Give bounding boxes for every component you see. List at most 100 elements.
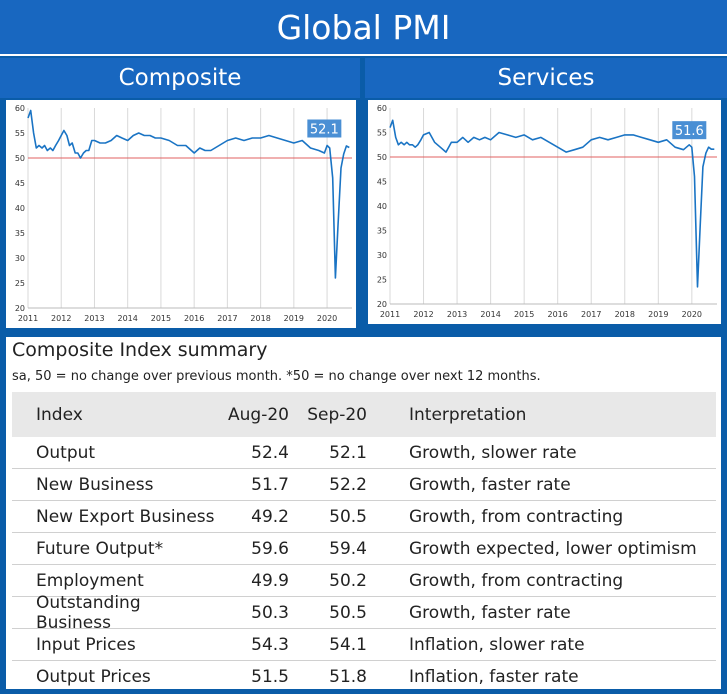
y-tick-label: 55: [377, 129, 387, 138]
x-tick-label: 2017: [581, 310, 601, 319]
cell-index: Input Prices: [36, 634, 136, 655]
table-row: Output Prices 51.5 51.8 Inflation, faste…: [12, 661, 716, 692]
cell-index: Employment: [36, 570, 144, 591]
summary-table: Index Aug-20 Sep-20 Interpretation Outpu…: [12, 392, 716, 692]
cell-index: Future Output*: [36, 538, 164, 559]
cell-index: New Business: [36, 474, 154, 495]
callout-label: 52.1: [310, 123, 339, 138]
table-row: Output 52.4 52.1 Growth, slower rate: [12, 437, 716, 469]
callout-label: 51.6: [675, 124, 704, 139]
cell-sep: 51.8: [329, 666, 367, 687]
cell-index: Outstanding Business: [36, 592, 141, 633]
cell-interpretation: Growth, faster rate: [409, 602, 571, 623]
cell-aug: 49.9: [251, 570, 289, 591]
composite-index-summary: Composite Index summary sa, 50 = no chan…: [6, 337, 721, 689]
y-tick-label: 25: [377, 276, 387, 285]
cell-sep: 50.2: [329, 570, 367, 591]
cell-sep: 52.2: [329, 474, 367, 495]
y-tick-label: 35: [377, 227, 387, 236]
composite-chart: 20 25 30 35 40 45 50 55 60 2011 2012 2013 2014 2015 20…: [6, 100, 356, 328]
table-row: New Business 51.7 52.2 Growth, faster ra…: [12, 469, 716, 501]
cell-index: Output Prices: [36, 666, 151, 687]
column-header-index: Index: [36, 404, 83, 425]
x-tick-label: 2019: [284, 314, 304, 323]
x-tick-label: 2020: [317, 314, 337, 323]
x-tick-label: 2017: [217, 314, 237, 323]
page-title: Global PMI: [0, 0, 727, 56]
cell-sep: 59.4: [329, 538, 367, 559]
y-tick-label: 30: [377, 251, 387, 260]
x-tick-label: 2015: [151, 314, 171, 323]
callout-box: [307, 119, 342, 138]
x-tick-label: 2020: [682, 310, 702, 319]
y-tick-label: 40: [377, 202, 387, 211]
x-tick-label: 2016: [184, 314, 204, 323]
y-tick-label: 60: [15, 104, 25, 113]
table-row: Employment 49.9 50.2 Growth, from contra…: [12, 565, 716, 597]
table-header-row: Index Aug-20 Sep-20 Interpretation: [12, 392, 716, 437]
cell-sep: 52.1: [329, 442, 367, 463]
y-tick-label: 20: [15, 304, 25, 313]
y-tick-label: 40: [15, 204, 25, 213]
x-tick-label: 2019: [648, 310, 668, 319]
y-tick-label: 20: [377, 300, 387, 309]
cell-sep: 50.5: [329, 602, 367, 623]
y-tick-label: 55: [15, 129, 25, 138]
x-tick-label: 2014: [118, 314, 138, 323]
x-tick-label: 2011: [18, 314, 38, 323]
y-tick-label: 30: [15, 254, 25, 263]
x-tick-label: 2015: [514, 310, 534, 319]
cell-index: Output: [36, 442, 96, 463]
cell-interpretation: Growth, faster rate: [409, 474, 571, 495]
cell-sep: 50.5: [329, 506, 367, 527]
y-tick-label: 50: [15, 154, 25, 163]
x-tick-label: 2014: [480, 310, 500, 319]
x-tick-label: 2018: [250, 314, 270, 323]
y-tick-label: 25: [15, 279, 25, 288]
y-tick-label: 45: [15, 179, 25, 188]
x-tick-label: 2012: [51, 314, 71, 323]
y-tick-label: 50: [377, 153, 387, 162]
cell-aug: 54.3: [251, 634, 289, 655]
y-tick-label: 60: [377, 104, 387, 113]
column-header-interpretation: Interpretation: [409, 404, 527, 425]
cell-interpretation: Growth, slower rate: [409, 442, 577, 463]
x-tick-label: 2016: [548, 310, 568, 319]
column-header-sep: Sep-20: [307, 404, 367, 425]
cell-interpretation: Inflation, faster rate: [409, 666, 579, 687]
cell-aug: 52.4: [251, 442, 289, 463]
cell-interpretation: Growth expected, lower optimism: [409, 538, 697, 559]
table-row: Future Output* 59.6 59.4 Growth expected…: [12, 533, 716, 565]
cell-aug: 51.7: [251, 474, 289, 495]
table-row: New Export Business 49.2 50.5 Growth, fr…: [12, 501, 716, 533]
cell-interpretation: Inflation, slower rate: [409, 634, 585, 655]
series-line: [27, 109, 350, 279]
x-tick-label: 2013: [447, 310, 467, 319]
services-panel-title: Services: [365, 58, 727, 98]
services-chart: 20 25 30 35 40 45 50 55 60 2011 2012 2013 2014 2015 20…: [368, 100, 721, 324]
x-tick-label: 2018: [615, 310, 635, 319]
y-tick-label: 45: [377, 178, 387, 187]
composite-chart-svg: 20 25 30 35 40 45 50 55 60 2011 2012 2013 2014 2015 20…: [15, 104, 352, 323]
y-tick-label: 35: [15, 229, 25, 238]
x-tick-label: 2011: [380, 310, 400, 319]
cell-aug: 59.6: [251, 538, 289, 559]
cell-interpretation: Growth, from contracting: [409, 506, 624, 527]
cell-aug: 50.3: [251, 602, 289, 623]
cell-index: New Export Business: [36, 506, 215, 527]
cell-aug: 49.2: [251, 506, 289, 527]
cell-sep: 54.1: [329, 634, 367, 655]
table-row: Input Prices 54.3 54.1 Inflation, slower…: [12, 629, 716, 661]
cell-interpretation: Growth, from contracting: [409, 570, 624, 591]
callout-box: [672, 121, 707, 140]
services-chart-svg: 20 25 30 35 40 45 50 55 60 2011 2012 2013 2014 2015 20…: [377, 104, 717, 319]
series-line: [389, 119, 715, 288]
x-tick-label: 2013: [84, 314, 104, 323]
composite-panel-title: Composite: [0, 58, 360, 98]
x-tick-label: 2012: [413, 310, 433, 319]
column-header-aug: Aug-20: [228, 404, 289, 425]
table-row: Outstanding Business 50.3 50.5 Growth, f…: [12, 593, 716, 633]
summary-title: Composite Index summary: [12, 339, 268, 361]
cell-aug: 51.5: [251, 666, 289, 687]
summary-note: sa, 50 = no change over previous month. …: [12, 369, 541, 384]
